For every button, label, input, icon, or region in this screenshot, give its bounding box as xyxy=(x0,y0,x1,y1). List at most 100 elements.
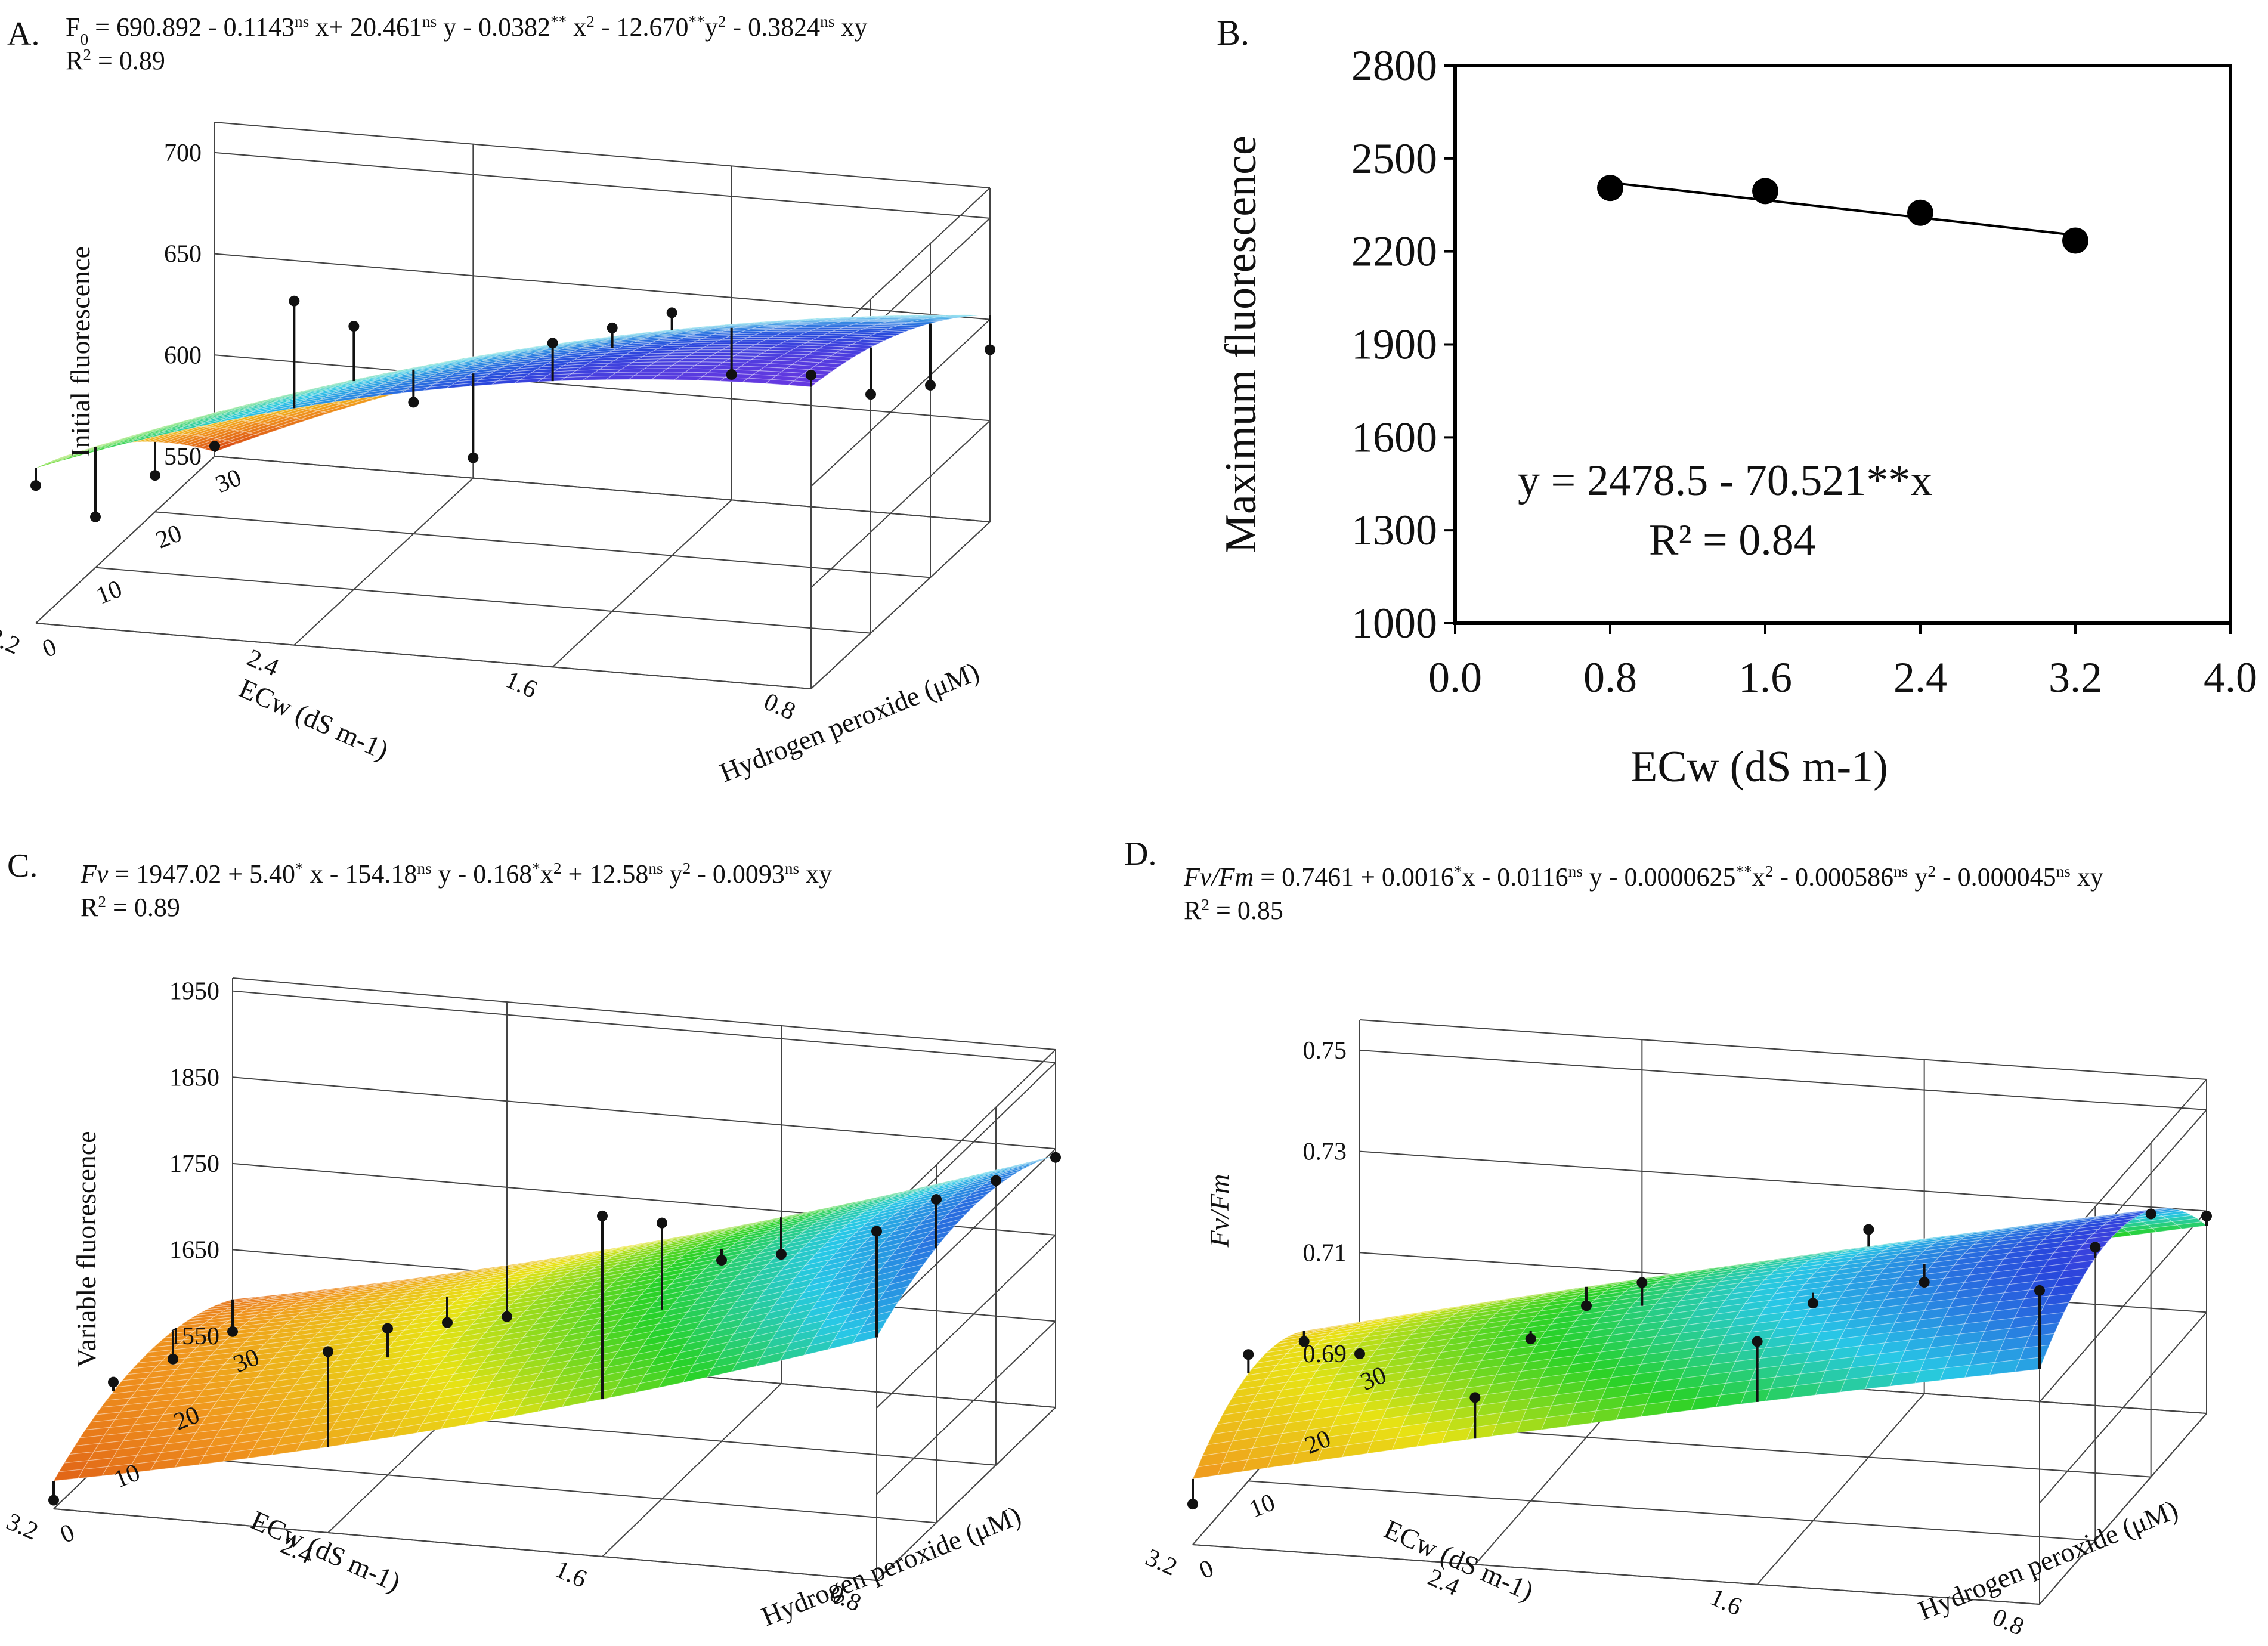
x-tick-label: 1.6 xyxy=(1738,654,1792,701)
y-tick-label: 1900 xyxy=(1351,321,1437,369)
grid-line xyxy=(602,1383,782,1557)
x-tick-label: 3.2 xyxy=(1141,1543,1181,1581)
data-point xyxy=(1050,1152,1061,1163)
grid-line xyxy=(810,420,991,589)
grid-line xyxy=(35,623,812,689)
data-point xyxy=(48,1495,59,1506)
x-tick-label: 1.6 xyxy=(1706,1583,1746,1621)
equation-line-0: Fv/Fm = 0.7461 + 0.0016*x - 0.0116ns y -… xyxy=(1183,862,2103,892)
y-tick-label: 10 xyxy=(1245,1489,1279,1523)
trend-line xyxy=(1610,181,2076,237)
data-point xyxy=(666,307,677,318)
data-point xyxy=(871,1226,882,1237)
z-axis-label: Fv/Fm xyxy=(1204,1174,1234,1248)
equation-line-1: R2 = 0.85 xyxy=(1184,896,1283,925)
data-point xyxy=(2062,227,2088,254)
data-point xyxy=(2145,1208,2156,1220)
surface-cell xyxy=(35,459,64,469)
x-tick-label: 0.8 xyxy=(1988,1603,2028,1641)
grid-line xyxy=(810,521,991,689)
data-point xyxy=(108,1376,119,1388)
x-axis-label: ECw (dS m-1) xyxy=(246,1505,405,1598)
y-tick-label: 1600 xyxy=(1351,413,1437,461)
r-squared: R² = 0.84 xyxy=(1649,516,1816,565)
data-point xyxy=(726,369,737,380)
data-point xyxy=(1581,1300,1592,1311)
grid-line xyxy=(214,456,991,522)
z-tick-label: 650 xyxy=(164,241,202,268)
z-tick-label: 700 xyxy=(164,140,202,167)
grid-line xyxy=(232,1076,1056,1150)
z-tick-label: 600 xyxy=(164,342,202,369)
data-point xyxy=(1907,199,1933,226)
y-tick-label: 1300 xyxy=(1351,506,1437,554)
grid-line xyxy=(1192,1544,2040,1605)
z-tick-label: 0.69 xyxy=(1303,1341,1347,1368)
data-point xyxy=(1187,1499,1198,1510)
y-tick-label: 20 xyxy=(152,519,185,554)
grid-line xyxy=(214,253,991,320)
x-tick-label: 3.2 xyxy=(2049,654,2102,701)
grid-line xyxy=(232,977,1056,1050)
x-tick-label: 1.6 xyxy=(551,1555,591,1593)
panel-2: C. Fv = 1947.02 + 5.40* x - 154.18ns y - … xyxy=(2,847,1061,1632)
grid-line xyxy=(214,354,991,422)
data-point xyxy=(227,1326,238,1337)
x-axis-label: ECw (dS m-1) xyxy=(234,673,393,766)
y-axis-label: Hydrogen peroxide (μM) xyxy=(1914,1494,2182,1626)
data-point xyxy=(348,321,360,332)
panel-3: D. Fv/Fm = 0.7461 + 0.0016*x - 0.0116ns y… xyxy=(1124,836,2212,1641)
panel-0: A. F0 = 690.892 - 0.1143ns x+ 20.461ns y … xyxy=(0,13,995,788)
z-tick-label: 0.71 xyxy=(1303,1239,1347,1267)
grid-line xyxy=(552,499,732,668)
panel-label: B. xyxy=(1217,13,1249,52)
grid-line xyxy=(1756,1393,1925,1585)
x-tick-label: 4.0 xyxy=(2204,654,2257,701)
y-tick-label: 2800 xyxy=(1351,42,1437,89)
z-tick-label: 0.75 xyxy=(1303,1037,1347,1065)
data-point xyxy=(607,322,618,333)
grid-line xyxy=(810,318,991,487)
data-point xyxy=(30,480,41,491)
equation-line-0: Fv = 1947.02 + 5.40* x - 154.18ns y - 0.… xyxy=(80,859,832,889)
y-tick-label: 2200 xyxy=(1351,228,1437,276)
grid-line xyxy=(113,1450,937,1524)
data-point xyxy=(1243,1349,1254,1360)
data-point xyxy=(931,1194,942,1205)
y-tick-label: 0 xyxy=(57,1519,79,1549)
z-tick-label: 1850 xyxy=(169,1064,219,1091)
data-point xyxy=(468,452,479,463)
grid-line xyxy=(1359,1049,2207,1110)
equation-line-0: F0 = 690.892 - 0.1143ns x+ 20.461ns y - … xyxy=(66,13,867,48)
plot-frame xyxy=(1453,64,2232,625)
data-point xyxy=(865,389,876,400)
equation-line-1: R2 = 0.89 xyxy=(66,46,165,75)
data-point xyxy=(1636,1277,1648,1288)
data-point xyxy=(1354,1348,1365,1359)
data-point xyxy=(925,379,936,391)
regression-equation: y = 2478.5 - 70.521**x xyxy=(1518,456,1932,505)
x-tick-label: 3.2 xyxy=(0,622,24,660)
data-point xyxy=(985,344,995,355)
data-point xyxy=(2090,1242,2101,1253)
data-point xyxy=(1808,1298,1818,1309)
surface-mesh xyxy=(52,1155,1056,1481)
equation-line-1: R2 = 0.89 xyxy=(81,893,180,922)
data-point xyxy=(1919,1277,1930,1288)
y-tick-label: 2500 xyxy=(1351,135,1437,182)
grid-line xyxy=(1359,1019,2207,1080)
y-tick-label: 30 xyxy=(212,464,245,499)
data-point xyxy=(776,1249,787,1260)
data-point xyxy=(1525,1333,1536,1345)
data-point xyxy=(90,511,101,522)
y-axis-label: Maximum fluorescence xyxy=(1217,135,1265,553)
grid-line xyxy=(35,456,215,624)
data-point xyxy=(168,1353,178,1365)
data-point xyxy=(716,1255,727,1266)
x-axis-label: ECw (dS m-1) xyxy=(1630,742,1888,791)
z-axis-label: Variable fluorescence xyxy=(71,1131,101,1367)
data-point xyxy=(991,1175,1001,1186)
z-tick-label: 0.73 xyxy=(1303,1138,1347,1166)
grid-line xyxy=(95,567,871,634)
data-point xyxy=(1752,1336,1763,1347)
